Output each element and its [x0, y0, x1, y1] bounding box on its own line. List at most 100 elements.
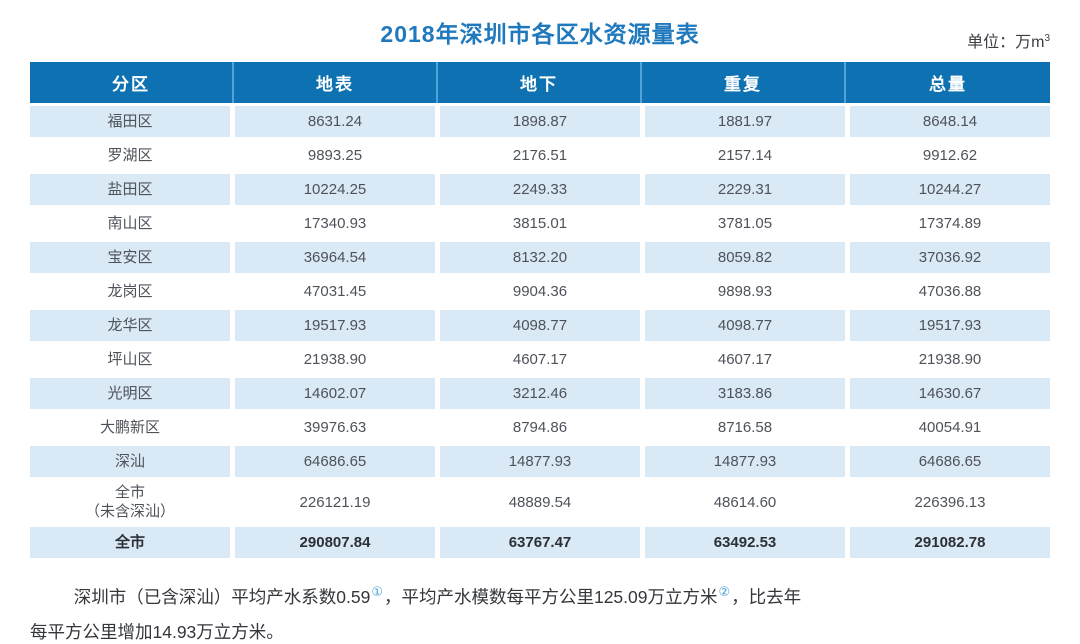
- footnote-text: 深圳市（已含深汕）平均产水系数0.59: [73, 587, 371, 607]
- value-cell: 291082.78: [850, 527, 1050, 558]
- footnote-text: ，平均产水模数每平方公里125.09万立方米: [383, 587, 718, 607]
- value-cell: 4607.17: [717, 351, 773, 368]
- value-cell: 8631.24: [235, 106, 435, 137]
- value-cell: 14877.93: [645, 446, 845, 477]
- table-row-shenshan: 深汕 64686.65 14877.93 14877.93 64686.65: [30, 446, 1050, 477]
- district-cell: 盐田区: [30, 174, 230, 205]
- value-cell: 1898.87: [440, 106, 640, 137]
- district-cell: 全市: [30, 527, 230, 558]
- value-cell: 19517.93: [235, 310, 435, 341]
- value-cell: 3781.05: [717, 215, 773, 232]
- value-cell: 2176.51: [512, 147, 568, 164]
- value-cell: 9893.25: [307, 147, 363, 164]
- value-cell: 2157.14: [717, 147, 773, 164]
- table-row-luohu: 罗湖区 9893.25 2176.51 2157.14 9912.62: [30, 140, 1050, 171]
- value-cell: 37036.92: [850, 242, 1050, 273]
- value-cell: 21938.90: [918, 351, 982, 368]
- district-cell: 大鹏新区: [99, 419, 160, 436]
- column-header-district: 分区: [30, 62, 234, 103]
- footnote: 深圳市（已含深汕）平均产水系数0.59①，平均产水模数每平方公里125.09万立…: [30, 574, 1050, 644]
- district-cell: 坪山区: [107, 351, 153, 368]
- page-title: 2018年深圳市各区水资源量表: [380, 21, 700, 47]
- value-cell: 47031.45: [303, 283, 367, 300]
- district-cell: 龙岗区: [107, 283, 153, 300]
- unit-label: 单位：万m3: [967, 28, 1050, 52]
- table-row-longhua: 龙华区 19517.93 4098.77 4098.77 19517.93: [30, 310, 1050, 341]
- value-cell: 9898.93: [717, 283, 773, 300]
- value-cell: 290807.84: [235, 527, 435, 558]
- value-cell: 1881.97: [645, 106, 845, 137]
- footnote-line-1: 深圳市（已含深汕）平均产水系数0.59①，平均产水模数每平方公里125.09万立…: [30, 574, 1050, 615]
- district-cell: 全市 （未含深汕）: [84, 484, 175, 520]
- district-cell: 宝安区: [30, 242, 230, 273]
- value-cell: 48614.60: [713, 493, 777, 511]
- table-row-nanshan: 南山区 17340.93 3815.01 3781.05 17374.89: [30, 208, 1050, 239]
- value-cell: 2249.33: [440, 174, 640, 205]
- value-cell: 2229.31: [645, 174, 845, 205]
- value-cell: 48889.54: [508, 493, 572, 511]
- value-cell: 4607.17: [512, 351, 568, 368]
- district-cell: 光明区: [30, 378, 230, 409]
- district-cell: 龙华区: [30, 310, 230, 341]
- table-row-baoan: 宝安区 36964.54 8132.20 8059.82 37036.92: [30, 242, 1050, 273]
- column-header-surface: 地表: [234, 62, 438, 103]
- value-cell: 14630.67: [850, 378, 1050, 409]
- value-cell: 36964.54: [235, 242, 435, 273]
- value-cell: 8648.14: [850, 106, 1050, 137]
- column-header-ground: 地下: [438, 62, 642, 103]
- value-cell: 64686.65: [235, 446, 435, 477]
- footnote-line-2: 每平方公里增加14.93万立方米。: [30, 622, 284, 642]
- table-row-city-excl-shenshan: 全市 （未含深汕） 226121.19 48889.54 48614.60 22…: [30, 480, 1050, 524]
- column-header-total: 总量: [929, 75, 967, 94]
- value-cell: 4098.77: [645, 310, 845, 341]
- table-row-longgang: 龙岗区 47031.45 9904.36 9898.93 47036.88: [30, 276, 1050, 307]
- value-cell: 226121.19: [299, 493, 371, 511]
- value-cell: 14602.07: [235, 378, 435, 409]
- unit-superscript: 3: [1044, 33, 1050, 44]
- table-row-dapeng: 大鹏新区 39976.63 8794.86 8716.58 40054.91: [30, 412, 1050, 443]
- value-cell: 9904.36: [512, 283, 568, 300]
- table-row-guangming: 光明区 14602.07 3212.46 3183.86 14630.67: [30, 378, 1050, 409]
- value-cell: 63492.53: [645, 527, 845, 558]
- value-cell: 8716.58: [717, 419, 773, 436]
- table-body: 福田区 8631.24 1898.87 1881.97 8648.14 罗湖区 …: [30, 103, 1050, 558]
- value-cell: 14877.93: [440, 446, 640, 477]
- column-header-overlap: 重复: [642, 62, 846, 103]
- value-cell: 8059.82: [645, 242, 845, 273]
- table-row-city-total: 全市 290807.84 63767.47 63492.53 291082.78: [30, 527, 1050, 558]
- value-cell: 3212.46: [440, 378, 640, 409]
- value-cell: 226396.13: [914, 493, 986, 511]
- value-cell: 17374.89: [918, 215, 982, 232]
- value-cell: 63767.47: [440, 527, 640, 558]
- unit-text: 单位：万m: [967, 34, 1045, 51]
- footnote-ref-2: ②: [718, 584, 731, 599]
- value-cell: 17340.93: [303, 215, 367, 232]
- value-cell: 39976.63: [303, 419, 367, 436]
- table-row-pingshan: 坪山区 21938.90 4607.17 4607.17 21938.90: [30, 344, 1050, 375]
- value-cell: 19517.93: [850, 310, 1050, 341]
- footnote-ref-1: ①: [371, 584, 383, 599]
- value-cell: 4098.77: [440, 310, 640, 341]
- value-cell: 8794.86: [512, 419, 568, 436]
- footnote-text: ，比去年: [731, 587, 802, 607]
- value-cell: 10244.27: [850, 174, 1050, 205]
- table-row-yantian: 盐田区 10224.25 2249.33 2229.31 10244.27: [30, 174, 1050, 205]
- value-cell: 3183.86: [645, 378, 845, 409]
- value-cell: 8132.20: [440, 242, 640, 273]
- table-header-row: 分区 地表 地下 重复 总量: [30, 62, 1050, 103]
- district-cell: 罗湖区: [107, 147, 153, 164]
- district-cell: 福田区: [30, 106, 230, 137]
- water-resources-table: 分区 地表 地下 重复 总量 福田区 8631.24 1898.87 1881.…: [30, 62, 1050, 558]
- table-row-futian: 福田区 8631.24 1898.87 1881.97 8648.14: [30, 106, 1050, 137]
- value-cell: 9912.62: [922, 147, 978, 164]
- value-cell: 64686.65: [850, 446, 1050, 477]
- page-header: 2018年深圳市各区水资源量表 单位：万m3: [0, 0, 1080, 62]
- value-cell: 21938.90: [303, 351, 367, 368]
- value-cell: 10224.25: [235, 174, 435, 205]
- value-cell: 40054.91: [918, 419, 982, 436]
- value-cell: 3815.01: [512, 215, 568, 232]
- district-cell: 深汕: [30, 446, 230, 477]
- district-cell: 南山区: [107, 215, 153, 232]
- value-cell: 47036.88: [918, 283, 982, 300]
